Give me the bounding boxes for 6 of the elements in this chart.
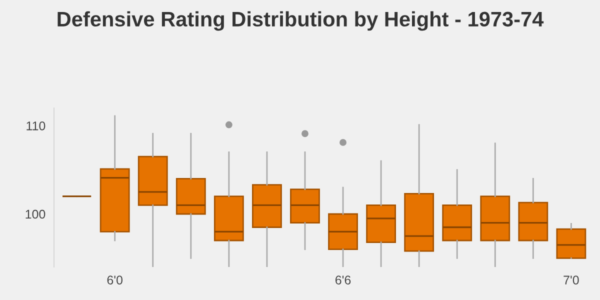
x-tick-label: 6'6 bbox=[336, 276, 351, 285]
x-tick-label: 6'0 bbox=[107, 276, 122, 285]
y-tick-label: 100 bbox=[26, 210, 46, 219]
chart-title: Defensive Rating Distribution by Height - 1973-74 bbox=[58, 11, 544, 31]
x-tick-label: 7'0 bbox=[564, 276, 579, 285]
y-tick-label: 110 bbox=[26, 121, 46, 130]
